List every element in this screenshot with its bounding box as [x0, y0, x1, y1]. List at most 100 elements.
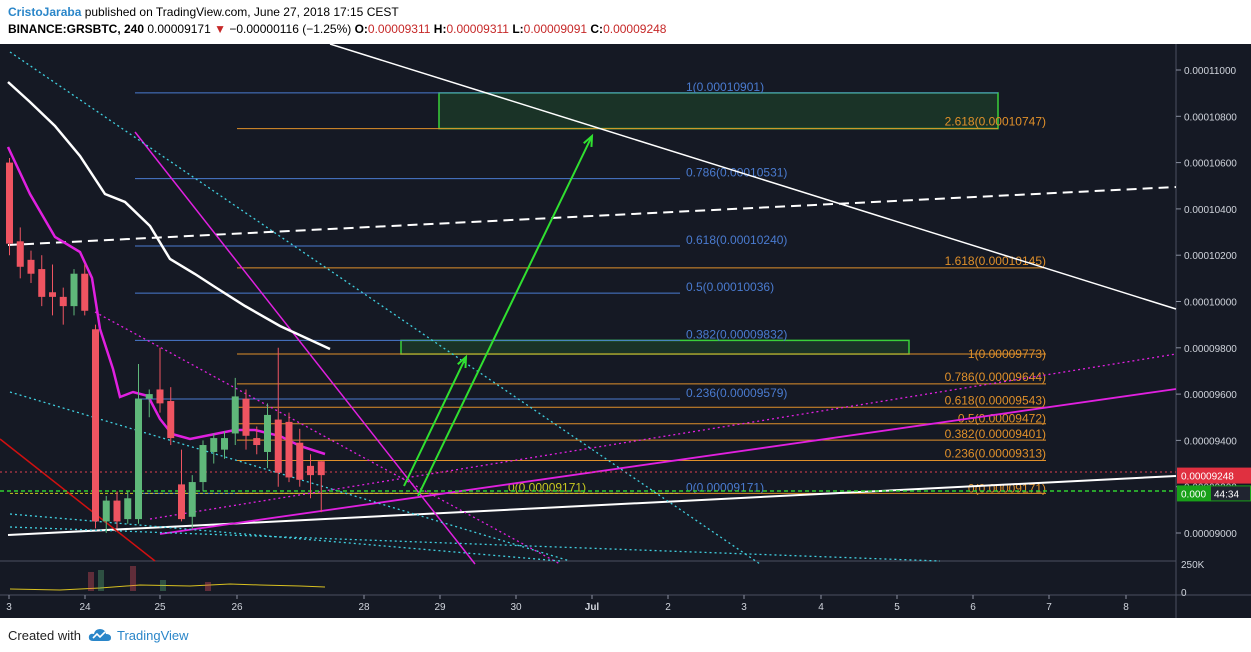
- candle-up: [231, 377, 239, 446]
- candle-body: [92, 329, 99, 522]
- price-tick-label: 0.00009800: [1184, 344, 1237, 355]
- candle-body: [16, 241, 24, 267]
- high-label: H:: [433, 22, 447, 36]
- descending-resistance-line: [329, 43, 1177, 310]
- volume-bar: [160, 580, 166, 591]
- symbol-label: BINANCE:GRSBTC, 240: [8, 22, 145, 36]
- current-price-badge: [1177, 467, 1251, 484]
- time-tick-label: 7: [1046, 602, 1052, 613]
- fib-label-orange: 1(0.00009773): [968, 347, 1046, 361]
- candle-body: [253, 438, 261, 446]
- open-value: 0.00009311: [367, 22, 431, 36]
- green-arrow-to-second-target: [417, 133, 594, 497]
- fib-label-orange: 0.618(0.00009543): [945, 393, 1046, 407]
- candle-body: [70, 273, 78, 307]
- author-link[interactable]: CristoJaraba: [8, 5, 82, 19]
- countdown-timer-box: [1211, 486, 1250, 501]
- price-tick-label: 0.00010000: [1184, 298, 1237, 309]
- time-axis: 3 24 25 26 28 29 30 Jul 2 3 4 5 6 7 8: [6, 595, 1129, 613]
- fib-label-orange: 0.382(0.00009401): [945, 427, 1046, 441]
- price-tick-label: 0.00010200: [1184, 251, 1237, 262]
- magenta-falling-line: [134, 131, 476, 565]
- candle-down: [49, 264, 56, 316]
- cyan-dotted-line-4: [9, 526, 941, 562]
- chart-area[interactable]: 1(0.00010901) 2.618(0.00010747) 0.786(0.00…: [0, 43, 1251, 618]
- time-tick-label: Jul: [585, 602, 600, 613]
- candle-body: [145, 394, 153, 399]
- candle-body: [59, 296, 67, 307]
- price-change: −0.00000116 (−1.25%): [229, 22, 352, 36]
- candle-down: [317, 461, 325, 513]
- fib-label-orange: 1.618(0.00010145): [945, 254, 1046, 268]
- volume-axis-label: 250K: [1181, 560, 1205, 571]
- candle-down: [6, 157, 13, 256]
- candle-body: [49, 292, 56, 297]
- price-tick-label: 0.00011000: [1184, 66, 1237, 77]
- candle-up: [135, 364, 142, 524]
- dashed-resistance-line: [7, 186, 1177, 246]
- fib-label-blue: 0.786(0.00010531): [686, 166, 787, 180]
- price-tick-label: 0.00009600: [1184, 390, 1237, 401]
- candle-up: [145, 389, 153, 418]
- candle-body: [285, 421, 293, 478]
- current-price-label: 0.00009248: [1181, 472, 1234, 483]
- close-label: C:: [590, 22, 604, 36]
- fib-label-blue: 0.618(0.00010240): [686, 233, 787, 247]
- price-tick-label: 0.00010800: [1184, 112, 1237, 123]
- target-zone-1: [438, 92, 999, 130]
- high-value: 0.00009311: [446, 22, 509, 36]
- candle-up: [210, 433, 218, 464]
- candle-down: [285, 412, 293, 483]
- time-tick-label: 4: [818, 602, 824, 613]
- cyan-dotted-line-1: [9, 51, 761, 565]
- candle-down: [253, 426, 261, 455]
- price-tick-label: 0.00010400: [1184, 205, 1237, 216]
- countdown-timer-label: 44:34: [1214, 489, 1239, 500]
- candle-body: [6, 162, 13, 244]
- volume-bar: [88, 572, 94, 591]
- tradingview-link[interactable]: TradingView: [117, 628, 189, 643]
- candles: [6, 157, 325, 533]
- candle-body: [296, 442, 304, 480]
- countdown-price-prefix: 0.000: [1181, 489, 1206, 500]
- time-tick-label: 26: [231, 602, 243, 613]
- volume-axis-zero-label: 0: [1181, 588, 1187, 599]
- candle-body: [113, 500, 121, 522]
- footer: Created with TradingView: [0, 618, 1251, 652]
- volume-bar: [130, 566, 136, 591]
- green-arrow-to-first-target: [403, 354, 468, 487]
- tradingview-cloud-icon: [88, 629, 111, 641]
- candle-up: [199, 440, 207, 492]
- candle-down: [59, 287, 67, 325]
- arrow-shaft: [403, 356, 467, 487]
- created-with-text: Created with: [8, 628, 81, 643]
- candle-down: [307, 454, 314, 499]
- fib-label-blue: 0(0.00009171): [686, 480, 764, 494]
- time-tick-label: 3: [6, 602, 12, 613]
- volume-ma-line: [9, 583, 326, 591]
- candle-down: [27, 250, 35, 283]
- fib-label-orange: 0.5(0.00009472): [958, 412, 1046, 426]
- moving-average-white: [7, 81, 331, 351]
- candle-up: [102, 495, 110, 533]
- fib-label-blue: 1(0.00010901): [686, 80, 764, 94]
- candle-down: [274, 347, 282, 487]
- red-trend-line: [0, 438, 156, 562]
- publish-line: CristoJaraba published on TradingView.co…: [8, 5, 399, 19]
- down-triangle-icon: ▼: [214, 22, 227, 36]
- candle-down: [242, 389, 250, 450]
- time-tick-label: 3: [741, 602, 747, 613]
- time-tick-label: 24: [79, 602, 91, 613]
- volume-bars: [9, 566, 326, 591]
- price-chart[interactable]: 1(0.00010901) 2.618(0.00010747) 0.786(0.00…: [0, 43, 1251, 618]
- fib-label-blue: 0.236(0.00009579): [686, 386, 787, 400]
- candle-down: [113, 491, 121, 529]
- target-zone-2: [400, 339, 910, 355]
- candle-body: [221, 438, 228, 450]
- candle-down: [296, 428, 304, 487]
- fib-label-orange: 0.236(0.00009313): [945, 447, 1046, 461]
- price-axis-background: [1176, 44, 1251, 618]
- low-label: L:: [512, 22, 524, 36]
- candle-up: [264, 403, 271, 469]
- candle-body: [135, 398, 142, 520]
